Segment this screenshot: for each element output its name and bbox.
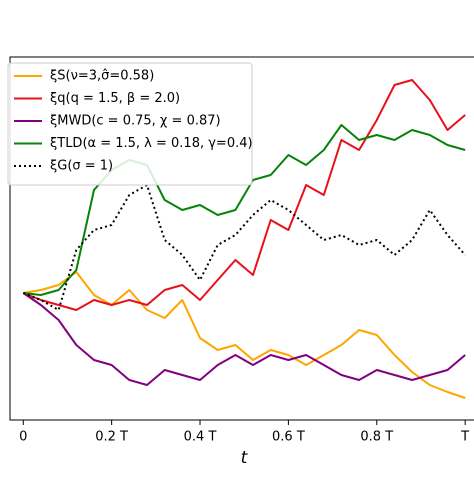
x-tick-label: T <box>460 430 469 445</box>
legend-label: ξMWD(c = 0.75, χ = 0.87) <box>50 114 221 129</box>
legend-label: ξq(q = 1.5, β = 2.0) <box>50 91 180 106</box>
series-line <box>23 271 466 399</box>
x-axis-label: t <box>241 448 249 468</box>
x-tick-label: 0.8 T <box>360 430 393 445</box>
legend-label: ξS(ν=3,σ̂=0.58) <box>50 69 154 84</box>
legend-label: ξG(σ = 1) <box>50 159 113 174</box>
series-line <box>22 292 466 386</box>
plot-frame <box>9 56 474 421</box>
series-line <box>22 184 466 311</box>
series-line <box>23 124 466 296</box>
x-tick-label: 0.6 T <box>272 430 305 445</box>
x-tick-label: 0.2 T <box>95 430 128 445</box>
x-tick-label: 0.4 T <box>184 430 217 445</box>
x-tick-label: 0 <box>19 430 27 445</box>
legend-label: ξTLD(α = 1.5, λ = 0.18, γ=0.4) <box>50 136 253 151</box>
legend-box <box>7 62 253 186</box>
series-line <box>22 79 466 311</box>
